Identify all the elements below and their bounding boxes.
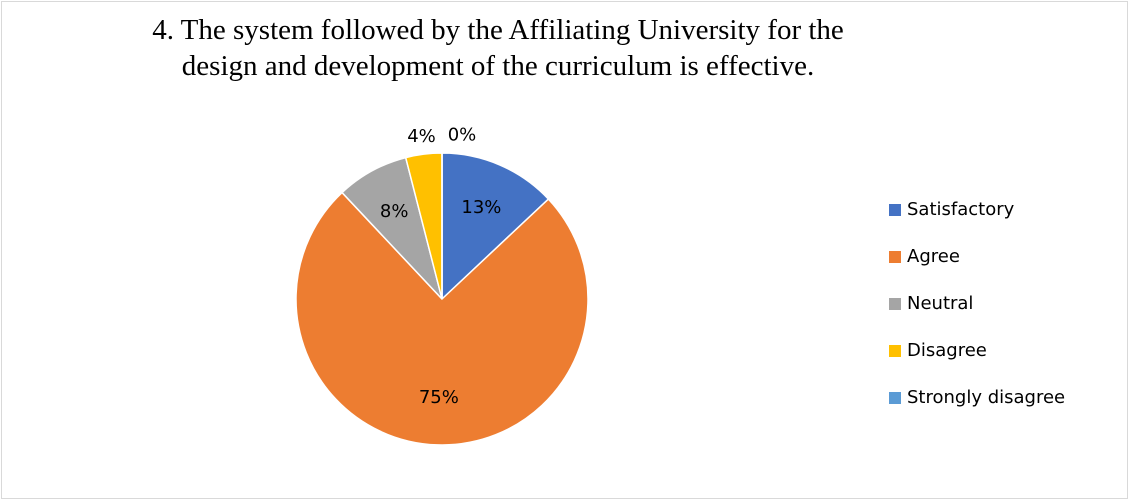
legend-label: Neutral — [907, 293, 973, 314]
legend-label: Agree — [907, 246, 960, 267]
data-label: 8% — [380, 201, 409, 222]
chart-title: 4. The system followed by the Affiliatin… — [152, 14, 844, 82]
pie-slice — [441, 152, 550, 301]
legend-swatch — [889, 251, 901, 263]
data-label: 0% — [448, 124, 477, 145]
legend-label: Satisfactory — [907, 199, 1015, 220]
legend-swatch — [889, 345, 901, 357]
pie-slice — [295, 191, 589, 446]
data-label: 75% — [419, 387, 459, 408]
data-label: 4% — [407, 126, 436, 147]
legend-swatch — [889, 298, 901, 310]
legend-swatch — [889, 392, 901, 404]
legend-swatch — [889, 204, 901, 216]
legend-label: Disagree — [907, 340, 987, 361]
legend-label: Strongly disagree — [907, 387, 1065, 408]
data-label: 13% — [461, 197, 501, 218]
